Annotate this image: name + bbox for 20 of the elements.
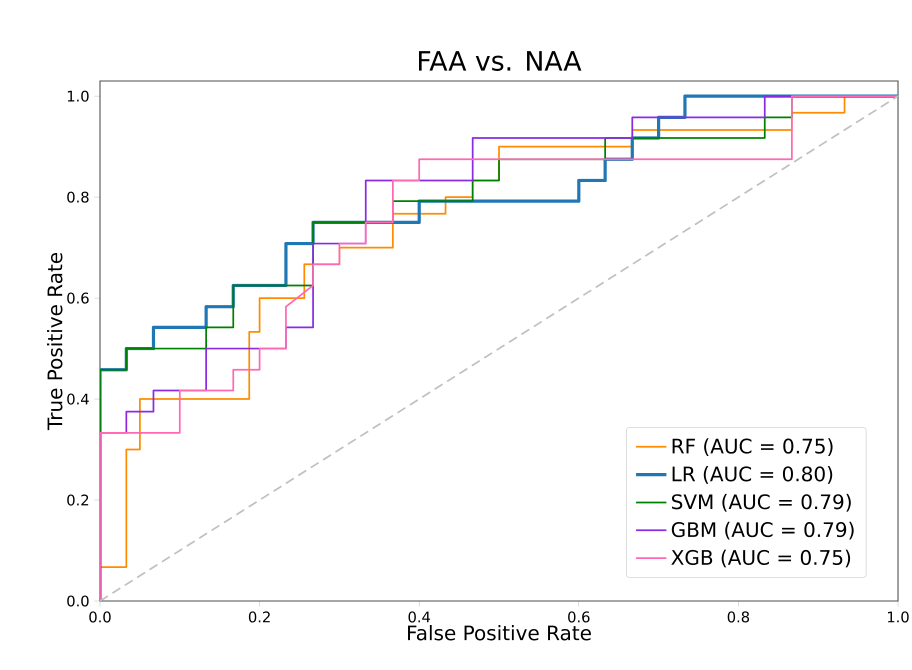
y-tick-label: 0.8 (67, 192, 89, 203)
y-tick-label: 0.2 (67, 494, 88, 506)
y-tick-label: 0.0 (67, 595, 89, 607)
y-tick-label: 0.6 (67, 292, 89, 304)
y-tick-label: 0.4 (67, 394, 89, 405)
x-tick-label: 1.0 (888, 611, 909, 622)
x-tick-label: 0.6 (568, 611, 590, 622)
x-tick-label: 0.0 (89, 611, 111, 622)
y-tick-label: 1.0 (68, 90, 89, 102)
legend-label: RF (AUC = 0.75) (672, 438, 833, 456)
legend-label: XGB (AUC = 0.75) (671, 550, 850, 568)
x-tick-label: 0.4 (408, 611, 430, 622)
x-tick-label: 0.8 (728, 611, 750, 622)
legend-label: LR (AUC = 0.80) (672, 466, 832, 484)
x-axis-title: False Positive Rate (408, 624, 591, 640)
legend-label: SVM (AUC = 0.79) (672, 494, 851, 512)
chart-title: FAA vs. NAA (419, 51, 582, 71)
x-tick-label: 0.2 (248, 611, 270, 622)
legend-label: GBM (AUC = 0.79) (672, 522, 854, 540)
y-axis-title: True Positive Rate (46, 252, 62, 430)
